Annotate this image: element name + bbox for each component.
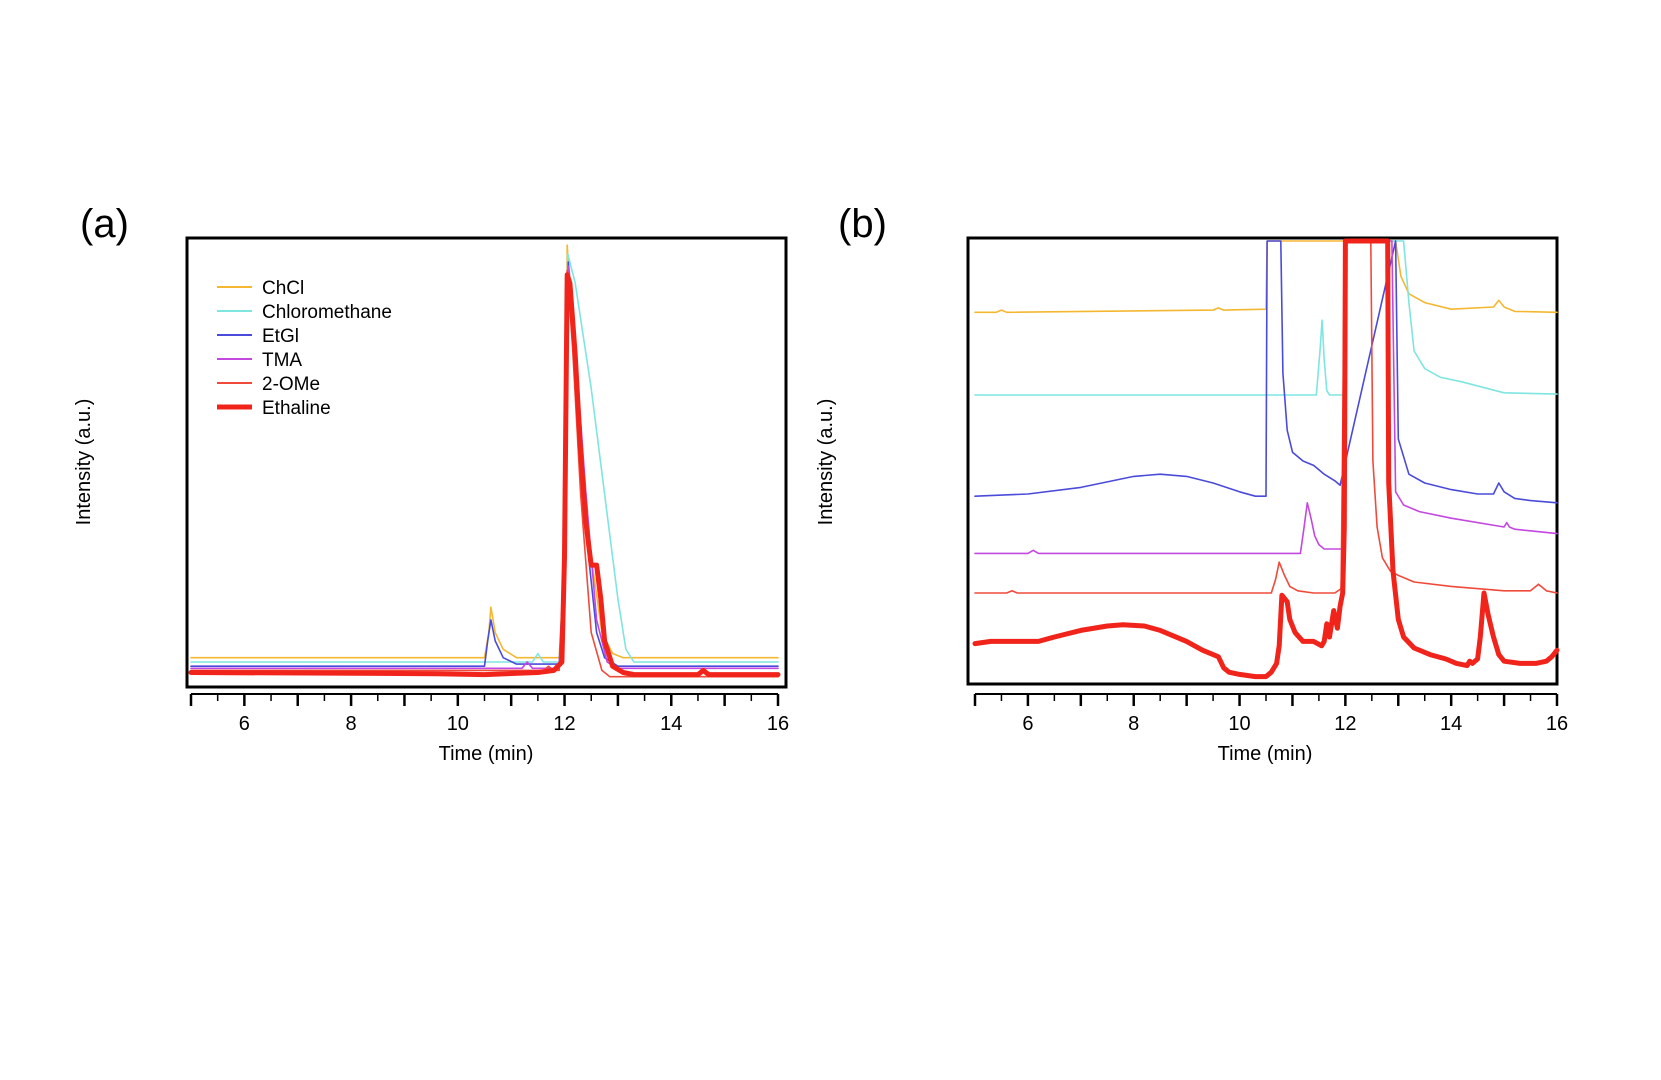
panel-label-a: (a) xyxy=(80,202,129,246)
series-lines-b xyxy=(972,238,1560,680)
legend-a: ChCl Chloromethane EtGl TMA 2-OMe Ethali… xyxy=(217,278,392,419)
legend-label-etgl: EtGl xyxy=(262,326,299,347)
legend-label-chcl: ChCl xyxy=(262,278,304,299)
x-tick-label-b: 12 xyxy=(1334,713,1356,735)
series-line-etgl-b xyxy=(974,240,1558,504)
x-tick-label-b: 10 xyxy=(1228,713,1250,735)
series-line-tma-a xyxy=(190,265,779,670)
x-tick-label-b: 8 xyxy=(1128,713,1139,735)
x-axis-label-a: Time (min) xyxy=(439,743,534,765)
x-ticks-a: 6 8 10 12 14 16 xyxy=(189,693,789,735)
series-line-ethaline-b xyxy=(972,238,1560,680)
y-axis-label-a: Intensity (a.u.) xyxy=(73,399,95,526)
x-tick-label-b: 14 xyxy=(1440,713,1462,735)
legend-label-tma: TMA xyxy=(262,350,302,371)
plot-frame-a xyxy=(185,236,788,689)
x-tick-label-b: 6 xyxy=(1022,713,1033,735)
x-tick-label-a: 14 xyxy=(660,713,682,735)
panel-a: (a) Intensity (a.u.) Time (min) 6 8 10 12 14… xyxy=(73,202,789,765)
plot-frame-b xyxy=(966,236,1559,686)
panel-b: (b) Intensity (a.u.) Time (min) 6 8 10 12 14… xyxy=(815,202,1568,765)
series-line-chcl-b xyxy=(974,240,1558,314)
legend-label-ethaline: Ethaline xyxy=(262,398,331,419)
panel-label-b: (b) xyxy=(838,202,887,246)
x-axis-label-b: Time (min) xyxy=(1218,743,1313,765)
series-lines-a xyxy=(188,244,781,678)
series-line-ethaline-a xyxy=(188,272,781,678)
x-tick-label-a: 8 xyxy=(346,713,357,735)
x-tick-label-a: 16 xyxy=(767,713,789,735)
x-tick-label-a: 12 xyxy=(553,713,575,735)
legend-label-2-ome: 2-OMe xyxy=(262,374,320,395)
legend-label-chloromethane: Chloromethane xyxy=(262,302,392,323)
x-tick-label-a: 6 xyxy=(239,713,250,735)
y-axis-label-b: Intensity (a.u.) xyxy=(815,399,837,526)
series-line-chloromethane-a xyxy=(190,252,779,663)
x-ticks-b: 6 8 10 12 14 16 xyxy=(973,693,1568,735)
x-tick-label-a: 10 xyxy=(447,713,469,735)
x-tick-label-b: 16 xyxy=(1546,713,1568,735)
